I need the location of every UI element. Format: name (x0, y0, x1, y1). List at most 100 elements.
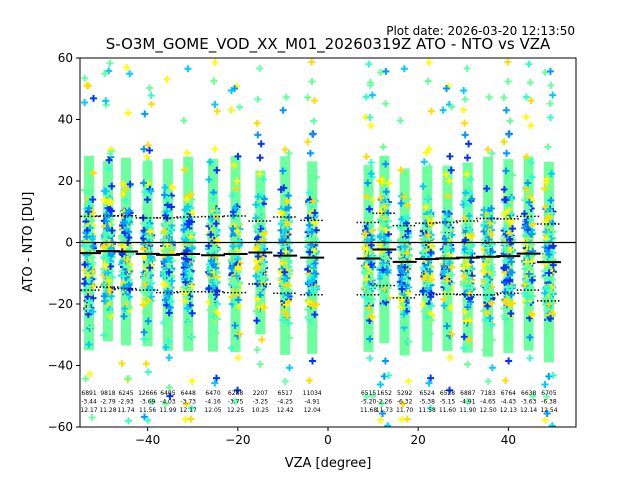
data-point (424, 77, 432, 85)
scatter-column (118, 63, 134, 425)
data-point (541, 289, 549, 297)
data-point (84, 305, 92, 313)
data-point (207, 248, 215, 256)
data-point (440, 302, 448, 310)
data-point (108, 227, 116, 235)
data-point (229, 225, 237, 233)
data-point (168, 183, 176, 191)
plot-area: 6891-3.4412.179818-2.7911.286245-2.9311.… (80, 58, 576, 427)
data-point (404, 227, 412, 235)
data-point (211, 379, 219, 387)
data-point (404, 201, 412, 209)
data-point (523, 153, 531, 161)
data-point (419, 182, 427, 190)
data-point (108, 182, 116, 190)
data-point (464, 207, 472, 215)
data-point (523, 185, 531, 193)
data-point (548, 209, 556, 217)
axes: −40 −20 0 20 40 −60 −40 −20 0 20 40 60 (48, 51, 516, 447)
data-point (125, 303, 133, 311)
data-point (81, 186, 89, 194)
data-point (468, 231, 476, 239)
data-point (148, 398, 156, 406)
data-point (366, 335, 374, 343)
data-point (229, 242, 237, 250)
data-point (105, 156, 113, 164)
data-point (123, 256, 131, 264)
data-point (426, 267, 434, 275)
plot-date: Plot date: 2026-03-20 12:13:50 (386, 24, 575, 38)
data-point (146, 287, 154, 295)
data-point (211, 223, 219, 231)
bin-stat-label: 6448 (181, 390, 196, 397)
data-point (213, 300, 221, 308)
data-point (148, 279, 156, 287)
data-point (144, 317, 152, 325)
data-point (182, 255, 190, 263)
data-point (306, 248, 314, 256)
data-point (361, 229, 369, 237)
data-point (543, 239, 551, 247)
data-point (405, 377, 413, 385)
data-point (124, 263, 132, 271)
data-point (205, 242, 213, 250)
data-point (427, 212, 435, 220)
bin-stat-label: 11.58 (419, 407, 436, 414)
data-point (141, 188, 149, 196)
data-point (378, 400, 386, 408)
data-point (464, 397, 472, 405)
data-point (126, 70, 134, 78)
data-point (382, 67, 390, 75)
data-point (228, 192, 236, 200)
data-point (259, 275, 267, 283)
data-point (500, 138, 508, 146)
data-point (403, 277, 411, 285)
x-tick-label: −20 (225, 433, 250, 447)
data-point (309, 130, 317, 138)
bin-stat-label: 6515 (361, 390, 376, 397)
data-point (167, 298, 175, 306)
data-point (465, 212, 473, 220)
data-point (212, 308, 220, 316)
data-point (504, 330, 512, 338)
data-point (376, 275, 384, 283)
data-point (541, 416, 549, 424)
data-point (285, 204, 293, 212)
data-point (443, 230, 451, 238)
data-point (309, 302, 317, 310)
data-point (427, 374, 435, 382)
bin-stat-label: -3.25 (253, 399, 269, 406)
data-point (212, 220, 220, 228)
data-point (376, 215, 384, 223)
data-point (502, 277, 510, 285)
data-point (120, 261, 128, 269)
data-point (546, 114, 554, 122)
data-point (419, 300, 427, 308)
data-point (103, 217, 111, 225)
data-point (213, 287, 221, 295)
data-point (460, 197, 468, 205)
data-point (366, 354, 374, 362)
bin-stat-label: 12.50 (479, 407, 496, 414)
data-point (461, 214, 469, 222)
data-point (524, 204, 532, 212)
bin-stat-label: 6891 (81, 390, 96, 397)
data-point (206, 158, 214, 166)
bin-stat-label: 12.54 (540, 407, 557, 414)
data-point (440, 268, 448, 276)
scatter-column (180, 65, 197, 423)
data-point (503, 149, 511, 157)
data-point (379, 143, 387, 151)
data-point (212, 374, 220, 382)
data-point (84, 272, 92, 280)
data-point (88, 413, 96, 421)
data-point (148, 100, 156, 108)
data-point (545, 372, 553, 380)
data-point (144, 233, 152, 241)
data-point (160, 191, 168, 199)
data-point (100, 242, 108, 250)
data-point (500, 305, 508, 313)
y-tick-label: 20 (58, 174, 73, 188)
data-point (428, 302, 436, 310)
data-point (84, 239, 92, 247)
